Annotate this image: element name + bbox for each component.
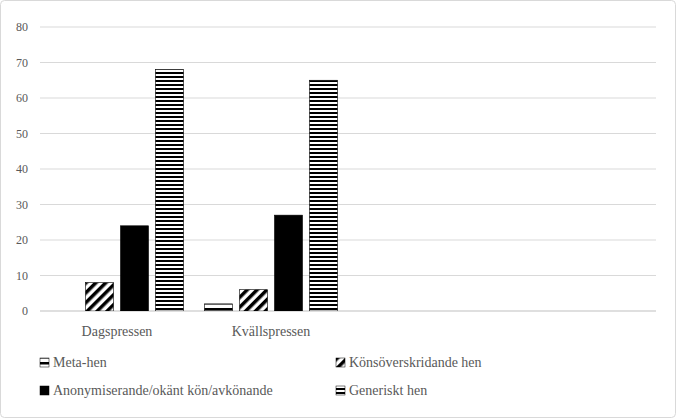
bar: [51, 311, 79, 312]
legend-swatch: [336, 386, 345, 395]
legend-label: Könsöverskridande hen: [349, 355, 482, 370]
x-tick-label: Kvällspressen: [232, 324, 311, 339]
bar: [205, 304, 233, 311]
bars: [86, 70, 338, 311]
y-tick-label: 20: [16, 233, 28, 247]
bar: [240, 290, 268, 311]
grid-line: [40, 27, 656, 28]
legend-swatch: [336, 358, 345, 367]
y-axis-line: [40, 27, 41, 311]
y-tick-label: 0: [22, 304, 28, 318]
legend-label: Anonymiserande/okänt kön/avkönande: [53, 383, 273, 398]
grid-line: [40, 133, 656, 134]
y-tick-label: 70: [16, 56, 28, 70]
chart-svg: 0 10 20 30 40 50 60 70 80 Dagspressen Kvällspresse…: [0, 0, 676, 418]
legend-label: Generiskt hen: [349, 383, 427, 398]
y-tick-label: 10: [16, 269, 28, 283]
y-tick-label: 40: [16, 162, 28, 176]
legend: Meta-hen Könsöverskridande hen Anonymisera…: [40, 355, 482, 398]
legend-swatch: [40, 358, 49, 367]
grid-line: [40, 204, 656, 205]
bar: [121, 226, 149, 311]
bar: [86, 283, 114, 311]
chart-frame: [1, 1, 676, 418]
grid-line: [40, 169, 656, 170]
bar: [310, 80, 338, 311]
legend-label: Meta-hen: [53, 355, 107, 370]
grid-line: [40, 62, 656, 63]
legend-swatch: [40, 386, 49, 395]
chart-container: 0 10 20 30 40 50 60 70 80 Dagspressen Kvällspresse…: [0, 0, 676, 418]
bar: [156, 70, 184, 311]
y-tick-label: 50: [16, 127, 28, 141]
y-tick-label: 30: [16, 198, 28, 212]
x-tick-label: Dagspressen: [82, 324, 153, 339]
bar: [275, 215, 303, 311]
grid-line: [40, 98, 656, 99]
y-tick-label: 60: [16, 91, 28, 105]
y-tick-label: 80: [16, 20, 28, 34]
